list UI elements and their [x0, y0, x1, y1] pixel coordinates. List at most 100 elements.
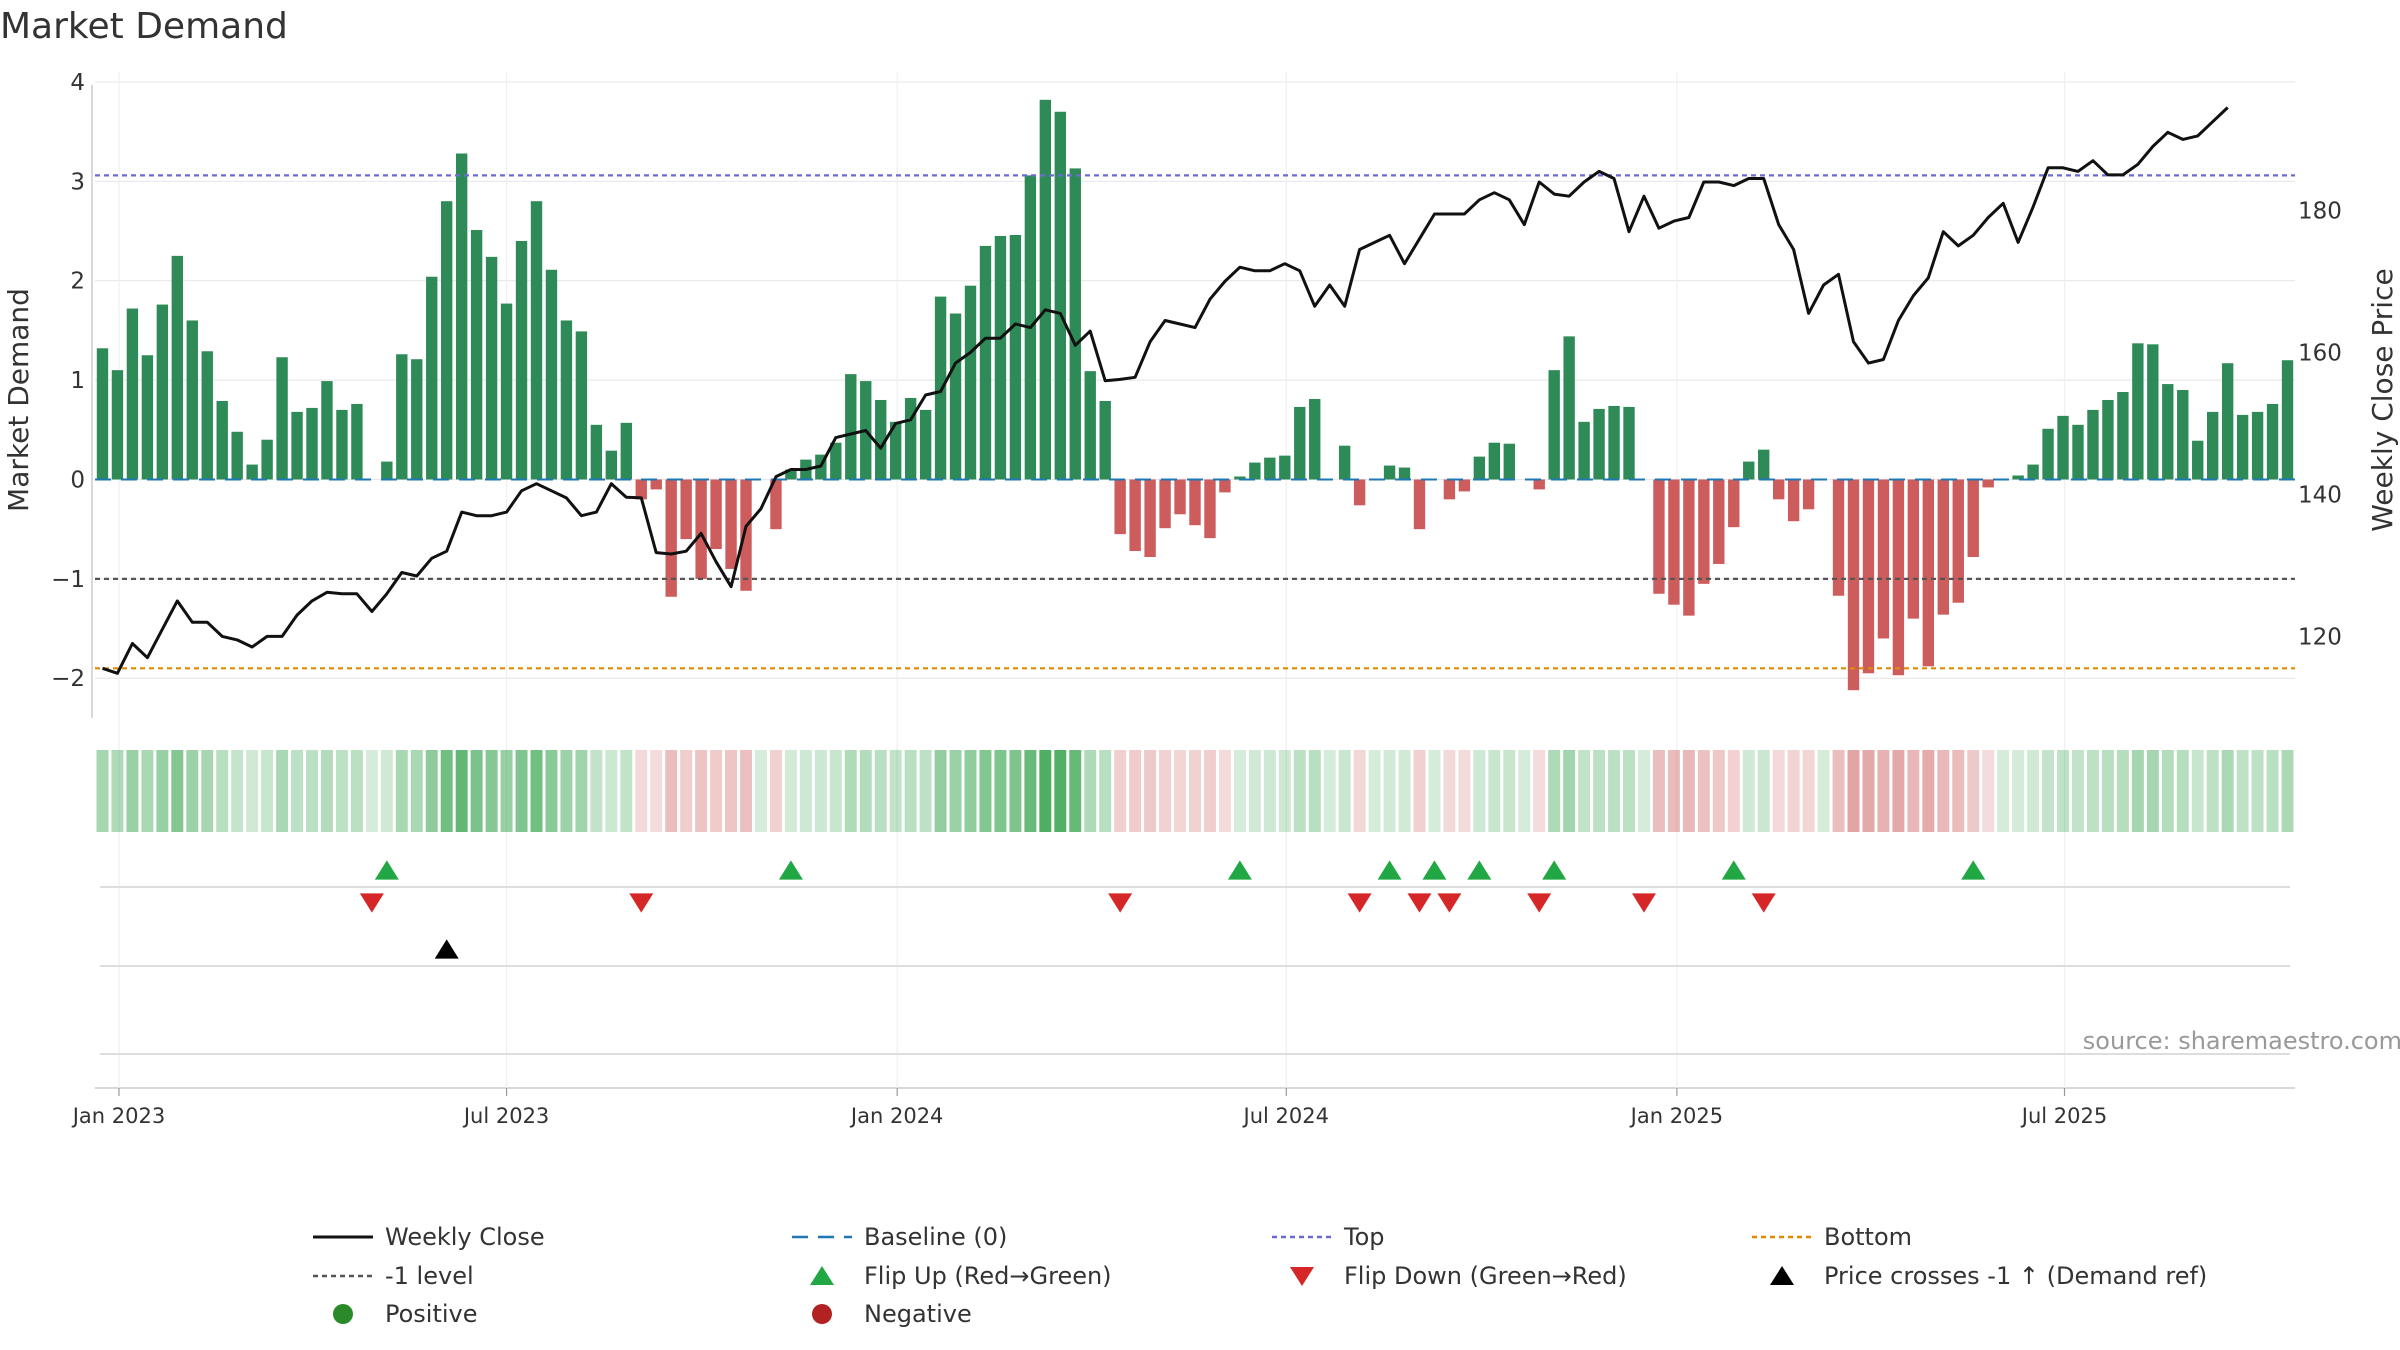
- heat-strip-cell: [1757, 750, 1770, 832]
- demand-bar-negative: [1862, 479, 1875, 674]
- legend-label: Flip Down (Green→Red): [1344, 1262, 1627, 1290]
- demand-bar-positive: [1593, 408, 1605, 480]
- y-right-tick-label: 160: [2298, 340, 2342, 366]
- heat-strip-cell: [111, 750, 124, 832]
- flip-down-marker: [1631, 893, 1656, 913]
- heat-strip-cell: [605, 750, 618, 832]
- demand-bar-positive: [904, 397, 917, 480]
- x-tick-label: Jan 2023: [71, 1104, 166, 1128]
- legend-label: Positive: [385, 1300, 478, 1328]
- heat-strip-cell: [365, 750, 378, 832]
- demand-bar-positive: [2207, 411, 2219, 480]
- heat-strip-cell: [1892, 750, 1905, 832]
- heat-strip-cell: [470, 750, 483, 832]
- heat-strip-cell: [1593, 750, 1606, 832]
- heat-strip-cell: [1817, 750, 1830, 832]
- flip-up-marker: [1721, 860, 1746, 880]
- heat-strip-cell: [1667, 750, 1680, 832]
- heat-strip-cell: [1608, 750, 1621, 832]
- heat-strip-cell: [1832, 750, 1845, 832]
- heat-strip-cell: [1518, 750, 1531, 832]
- heat-strip-cell: [2221, 750, 2234, 832]
- heat-strip-cell: [1233, 750, 1246, 832]
- heat-strip-cell: [1398, 750, 1411, 832]
- demand-bar-negative: [1698, 479, 1710, 584]
- demand-bar-negative: [1952, 479, 1964, 603]
- y-right-tick-label: 180: [2298, 198, 2342, 224]
- demand-bar-positive: [306, 407, 318, 480]
- legend-label: Top: [1343, 1223, 1385, 1251]
- demand-bar-negative: [1877, 479, 1890, 639]
- heat-strip-cell: [934, 750, 947, 832]
- legend-label: Weekly Close: [385, 1223, 545, 1251]
- demand-bar-negative: [665, 479, 677, 597]
- heat-strip-cell: [455, 750, 468, 832]
- demand-bar-positive: [1383, 465, 1396, 480]
- flip-up-marker: [1467, 860, 1492, 880]
- heat-strip-cell: [545, 750, 558, 832]
- demand-bar-positive: [396, 354, 408, 480]
- legend-label: Baseline (0): [864, 1223, 1007, 1251]
- heat-strip-cell: [874, 750, 887, 832]
- heat-strip-cell: [335, 750, 348, 832]
- demand-bar-positive: [291, 411, 303, 480]
- heat-strip-cell: [1682, 750, 1695, 832]
- demand-bar-negative: [1772, 479, 1785, 500]
- demand-bar-positive: [934, 296, 947, 480]
- y-right-axis-title: Weekly Close Price: [2366, 268, 2399, 531]
- demand-bar-positive: [500, 303, 513, 480]
- demand-bar-negative: [1204, 479, 1216, 539]
- demand-bar-positive: [2236, 414, 2249, 480]
- demand-bar-positive: [545, 269, 558, 480]
- demand-bar-negative: [1189, 479, 1201, 526]
- heat-strip-cell: [904, 750, 917, 832]
- heat-strip-cell: [1473, 750, 1486, 832]
- y-right-tick-label: 140: [2298, 482, 2342, 508]
- heat-strip-cell: [276, 750, 289, 832]
- source-text: source: sharemaestro.com: [2083, 1027, 2400, 1055]
- heat-strip-cell: [1503, 750, 1516, 832]
- demand-bar-positive: [605, 450, 618, 480]
- heat-strip-cell: [1009, 750, 1022, 832]
- heat-strip-cell: [2236, 750, 2249, 832]
- heat-strip-cell: [1278, 750, 1291, 832]
- heat-strip-cell: [1248, 750, 1261, 832]
- demand-bar-negative: [1668, 479, 1680, 605]
- demand-bar-negative: [1219, 479, 1231, 493]
- demand-bar-positive: [1294, 406, 1306, 480]
- heat-strip-cell: [1293, 750, 1306, 832]
- demand-bar-positive: [351, 403, 363, 480]
- demand-bar-positive: [96, 348, 109, 480]
- heat-strip-cell: [2176, 750, 2189, 832]
- demand-bar-positive: [186, 320, 198, 480]
- heat-strip-cell: [769, 750, 782, 832]
- heat-strip-cell: [814, 750, 827, 832]
- heat-strip-cell: [590, 750, 603, 832]
- heat-strip-cell: [231, 750, 244, 832]
- demand-bar-positive: [1264, 457, 1276, 480]
- heat-strip-cell: [725, 750, 738, 832]
- heat-strip-cell: [201, 750, 214, 832]
- heat-strip-cell: [1548, 750, 1561, 832]
- demand-bar-negative: [1159, 479, 1171, 529]
- flip-up-marker: [1542, 860, 1567, 880]
- demand-bar-positive: [2087, 409, 2099, 480]
- demand-bar-positive: [2027, 464, 2039, 480]
- heat-strip-cell: [395, 750, 408, 832]
- demand-bar-positive: [2117, 392, 2129, 480]
- heat-strip-cell: [799, 750, 812, 832]
- weekly-close-line: [102, 106, 2229, 675]
- demand-bar-positive: [2266, 403, 2279, 480]
- flip-up-marker: [1961, 860, 1986, 880]
- heat-strip-cell: [2191, 750, 2204, 832]
- demand-bar-positive: [171, 255, 183, 480]
- demand-bar-positive: [2192, 440, 2204, 480]
- demand-bar-positive: [411, 359, 423, 480]
- demand-bar-positive: [2221, 363, 2234, 480]
- demand-bar-positive: [1473, 456, 1486, 480]
- demand-bar-positive: [2281, 360, 2294, 480]
- y-left-tick-label: −1: [51, 567, 85, 593]
- heat-strip-cell: [1443, 750, 1456, 832]
- demand-bar-negative: [1443, 479, 1456, 500]
- flip-down-marker: [1751, 893, 1776, 913]
